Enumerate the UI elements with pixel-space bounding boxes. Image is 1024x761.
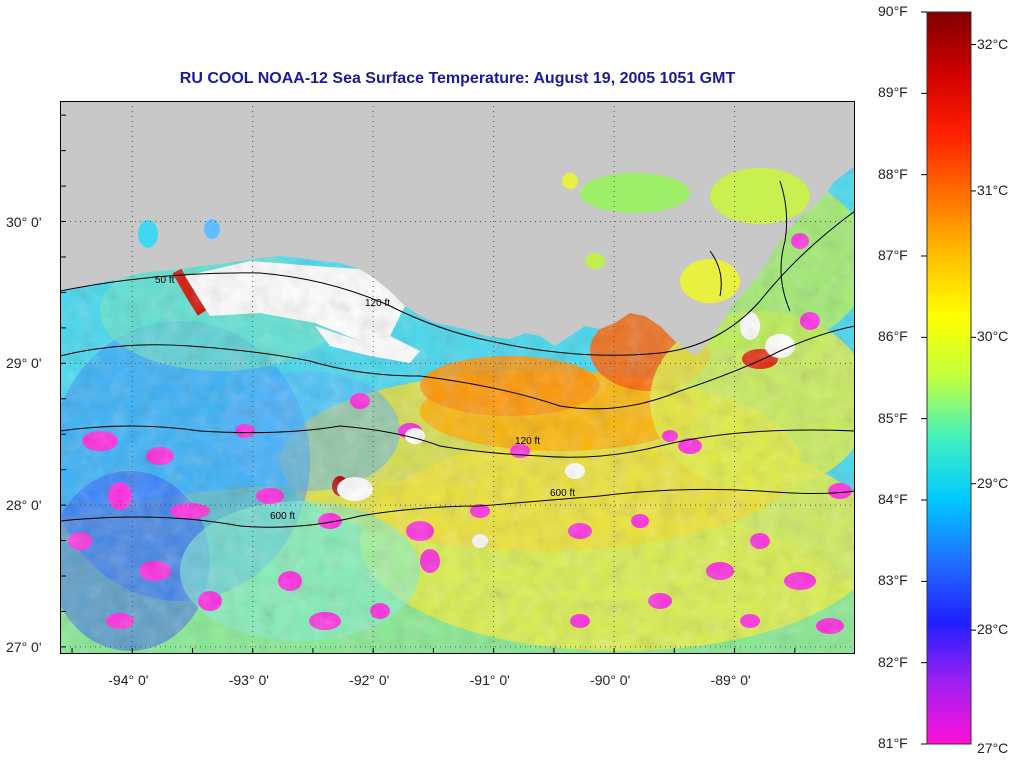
fahrenheit-label: 89°F [878,84,908,101]
latitude-label: 28° 0' [6,497,42,514]
isobath-contours [60,180,855,528]
fahrenheit-label: 82°F [878,653,908,670]
latitude-label: 30° 0' [6,213,42,230]
longitude-label: -91° 0' [469,672,510,688]
contour-label-600ft-east: 600 ft [550,488,575,499]
fahrenheit-label: 90°F [878,3,908,19]
longitude-label: -89° 0' [710,672,751,688]
latitude-label: 27° 0' [6,638,42,655]
chart-title: RU COOL NOAA-12 Sea Surface Temperature:… [179,70,736,87]
celsius-label: 30°C [977,328,1009,345]
contour-label-50ft: 50 ft [155,275,175,286]
colorbar [921,11,976,745]
contour-label-120ft-south: 120 ft [515,436,540,447]
celsius-label: 28°C [977,621,1009,638]
fahrenheit-label: 87°F [878,247,908,263]
contour-label-600ft: 600 ft [270,511,295,522]
sst-map: 50 ft 120 ft 120 ft 600 ft 600 ft [60,101,855,654]
land-mass [60,101,855,356]
longitude-label: -90° 0' [590,672,631,688]
fahrenheit-label: 86°F [878,328,908,345]
celsius-label: 32°C [977,35,1009,52]
celsius-label: 29°C [977,474,1009,491]
fahrenheit-label: 88°F [878,165,908,182]
celsius-label: 31°C [977,181,1009,198]
latitude-label: 29° 0' [6,355,42,372]
fahrenheit-label: 81°F [878,735,908,751]
colorbar-gradient [926,11,972,745]
contour-label-120ft: 120 ft [365,298,390,309]
fahrenheit-label: 84°F [878,491,908,507]
longitude-label: -92° 0' [349,672,390,688]
fahrenheit-label: 83°F [878,572,908,589]
celsius-label: 27°C [977,740,1009,756]
longitude-label: -94° 0' [108,672,149,688]
fahrenheit-label: 85°F [878,409,908,426]
map-frame [60,101,855,654]
longitude-label: -93° 0' [228,672,269,688]
